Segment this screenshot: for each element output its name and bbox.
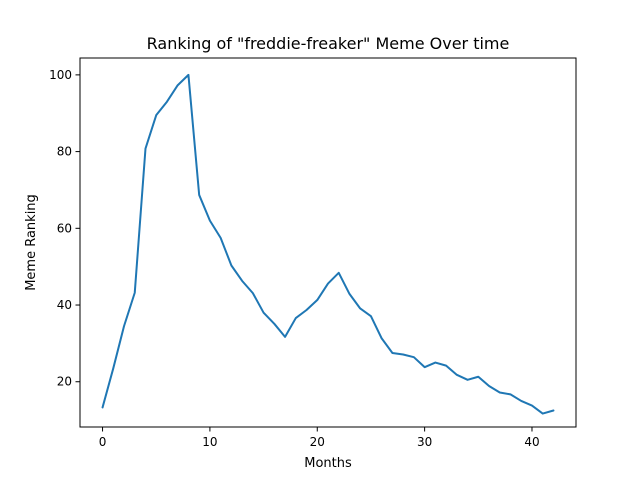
x-tick-label: 10: [202, 435, 217, 449]
y-tick-label: 100: [49, 68, 72, 82]
y-axis: 20 40 60 80 100: [49, 68, 80, 389]
x-axis: 0 10 20 30 40: [99, 427, 540, 449]
y-tick-label: 20: [57, 375, 72, 389]
y-tick-label: 60: [57, 221, 72, 235]
x-axis-label: Months: [304, 456, 352, 471]
y-tick-label: 40: [57, 298, 72, 312]
x-tick-label: 30: [417, 435, 432, 449]
series-line-0: [101, 73, 555, 415]
y-axis-label: Meme Ranking: [24, 194, 39, 291]
chart-title: Ranking of "freddie-freaker" Meme Over t…: [147, 34, 510, 53]
x-tick-label: 0: [99, 435, 107, 449]
x-tick-label: 40: [524, 435, 539, 449]
x-tick-label: 20: [310, 435, 325, 449]
plot-area: [101, 73, 555, 415]
plot-frame: [79, 57, 577, 428]
y-tick-label: 80: [57, 145, 72, 159]
